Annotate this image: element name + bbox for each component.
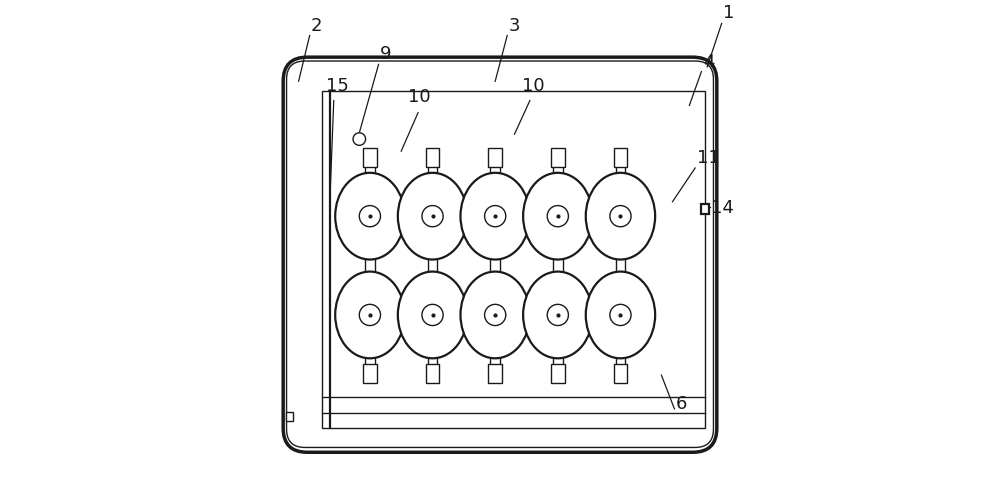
- Bar: [488, 148, 502, 167]
- Ellipse shape: [460, 272, 530, 358]
- Circle shape: [610, 304, 631, 326]
- Ellipse shape: [523, 272, 593, 358]
- Bar: [490, 162, 500, 369]
- Ellipse shape: [398, 272, 467, 358]
- Ellipse shape: [398, 173, 467, 260]
- Bar: [365, 162, 375, 369]
- Text: 3: 3: [509, 17, 520, 35]
- Text: 9: 9: [380, 45, 392, 63]
- Circle shape: [353, 133, 366, 145]
- Circle shape: [485, 206, 506, 227]
- Ellipse shape: [335, 173, 405, 260]
- Text: 11: 11: [697, 149, 719, 167]
- Circle shape: [547, 206, 568, 227]
- Circle shape: [547, 304, 568, 326]
- Bar: [616, 162, 625, 369]
- Ellipse shape: [586, 272, 655, 358]
- Ellipse shape: [586, 173, 655, 260]
- Ellipse shape: [335, 272, 405, 358]
- Bar: [363, 148, 377, 167]
- Circle shape: [359, 206, 381, 227]
- Text: 4: 4: [703, 52, 714, 70]
- Bar: [322, 91, 705, 428]
- Bar: [551, 148, 565, 167]
- Bar: [426, 364, 439, 382]
- Text: 10: 10: [522, 77, 544, 95]
- Circle shape: [485, 304, 506, 326]
- FancyBboxPatch shape: [283, 57, 717, 452]
- Circle shape: [422, 304, 443, 326]
- Bar: [488, 364, 502, 382]
- Text: 14: 14: [711, 199, 733, 217]
- Bar: [286, 412, 293, 421]
- Circle shape: [359, 304, 381, 326]
- Bar: [614, 364, 627, 382]
- Circle shape: [422, 206, 443, 227]
- Bar: [363, 364, 377, 382]
- Circle shape: [610, 206, 631, 227]
- Text: 2: 2: [311, 17, 323, 35]
- Bar: [426, 148, 439, 167]
- Text: 6: 6: [676, 395, 687, 413]
- Bar: [428, 162, 437, 369]
- Bar: [701, 204, 709, 214]
- Bar: [553, 162, 563, 369]
- Text: 1: 1: [723, 4, 734, 22]
- Bar: [614, 148, 627, 167]
- Bar: [551, 364, 565, 382]
- Text: 15: 15: [326, 77, 348, 95]
- Text: 10: 10: [408, 88, 431, 106]
- Ellipse shape: [523, 173, 593, 260]
- Ellipse shape: [460, 173, 530, 260]
